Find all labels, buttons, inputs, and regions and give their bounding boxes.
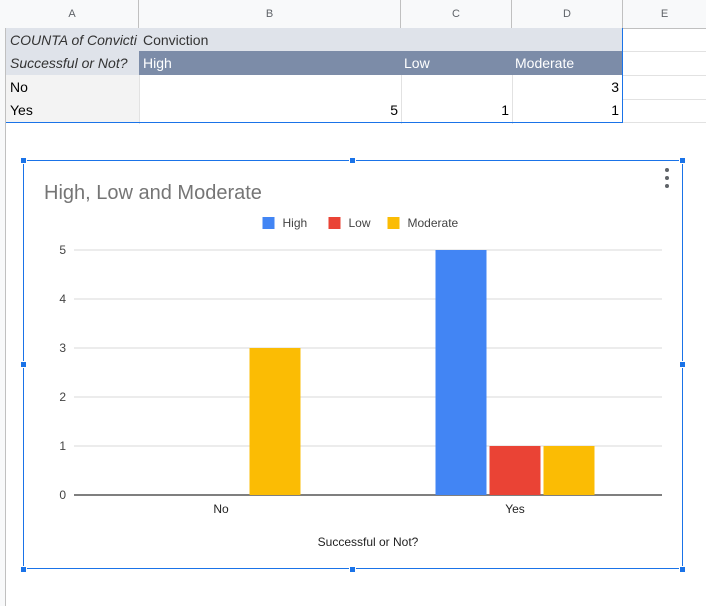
column-header-row: A B C D E [0,0,706,29]
y-tick-label: 0 [59,488,66,502]
resize-handle-left[interactable] [20,361,27,368]
pivot-row-header-cell[interactable]: Successful or Not? [6,51,139,75]
bar-high-yes[interactable] [435,250,487,495]
grid-line [401,28,402,124]
resize-handle-top-left[interactable] [20,157,27,164]
resize-handle-top[interactable] [349,157,356,164]
bar-moderate-no[interactable] [249,348,301,495]
column-header-d[interactable]: D [512,0,623,28]
legend-swatch-moderate [387,217,400,229]
resize-handle-bottom-left[interactable] [20,566,27,573]
pivot-cell-no-high[interactable] [139,75,401,98]
resize-handle-right[interactable] [679,361,686,368]
resize-handle-bottom[interactable] [349,566,356,573]
chart-bars [249,250,595,495]
x-axis-label: Successful or Not? [318,535,419,549]
y-tick-label: 2 [59,390,66,404]
row-header-gutter[interactable] [0,28,6,606]
chart-gridlines [74,249,662,496]
pivot-cell-yes-high[interactable]: 5 [390,102,398,118]
bar-moderate-yes[interactable] [543,446,595,495]
x-tick-label: Yes [505,502,525,516]
column-header-a[interactable]: A [6,0,139,28]
pivot-value-label-cell[interactable]: COUNTA of Convicti [6,28,139,51]
column-header-e[interactable]: E [660,8,669,20]
resize-handle-bottom-right[interactable] [679,566,686,573]
grid-line [139,28,140,124]
y-tick-label: 4 [59,292,66,306]
pivot-column-group-cell[interactable]: Conviction [139,28,622,51]
pivot-header-moderate[interactable]: Moderate [512,51,622,75]
legend-label-high: High [283,216,308,230]
y-tick-label: 5 [59,243,66,257]
column-header-c[interactable]: C [401,0,512,28]
grid-line [623,75,706,76]
legend-label-low: Low [349,216,371,230]
chart-container[interactable]: High, Low and Moderate High Low Moderate 0… [23,160,683,569]
legend-label-moderate: Moderate [408,216,459,230]
y-tick-label: 1 [59,439,66,453]
legend-swatch-high [262,217,275,229]
pivot-cell-yes-low[interactable]: 1 [501,102,509,118]
y-tick-label: 3 [59,341,66,355]
pivot-cell-no-low[interactable] [401,75,512,98]
chart-legend: High Low Moderate [262,216,459,230]
x-tick-label: No [213,502,229,516]
column-header-b[interactable]: B [139,0,401,28]
pivot-header-high[interactable]: High [139,51,401,75]
bar-low-yes[interactable] [489,446,541,495]
grid-line [512,28,513,124]
grid-line [623,51,706,52]
legend-swatch-low [328,217,341,229]
pivot-header-low[interactable]: Low [401,51,512,75]
grid-line [6,122,706,123]
pivot-row-label-no[interactable]: No [6,75,139,98]
y-axis-ticks: 0 1 2 3 4 5 [59,243,66,502]
x-axis-ticks: No Yes [213,502,524,516]
pivot-cell-yes-moderate[interactable]: 1 [611,102,619,118]
bar-chart: High, Low and Moderate High Low Moderate 0… [44,182,662,549]
resize-handle-top-right[interactable] [679,157,686,164]
pivot-cell-no-moderate[interactable]: 3 [611,78,619,95]
grid-line [623,99,706,100]
chart-title: High, Low and Moderate [44,182,262,204]
pivot-row-label-yes[interactable]: Yes [6,98,139,122]
chart-menu-icon[interactable] [663,168,671,188]
